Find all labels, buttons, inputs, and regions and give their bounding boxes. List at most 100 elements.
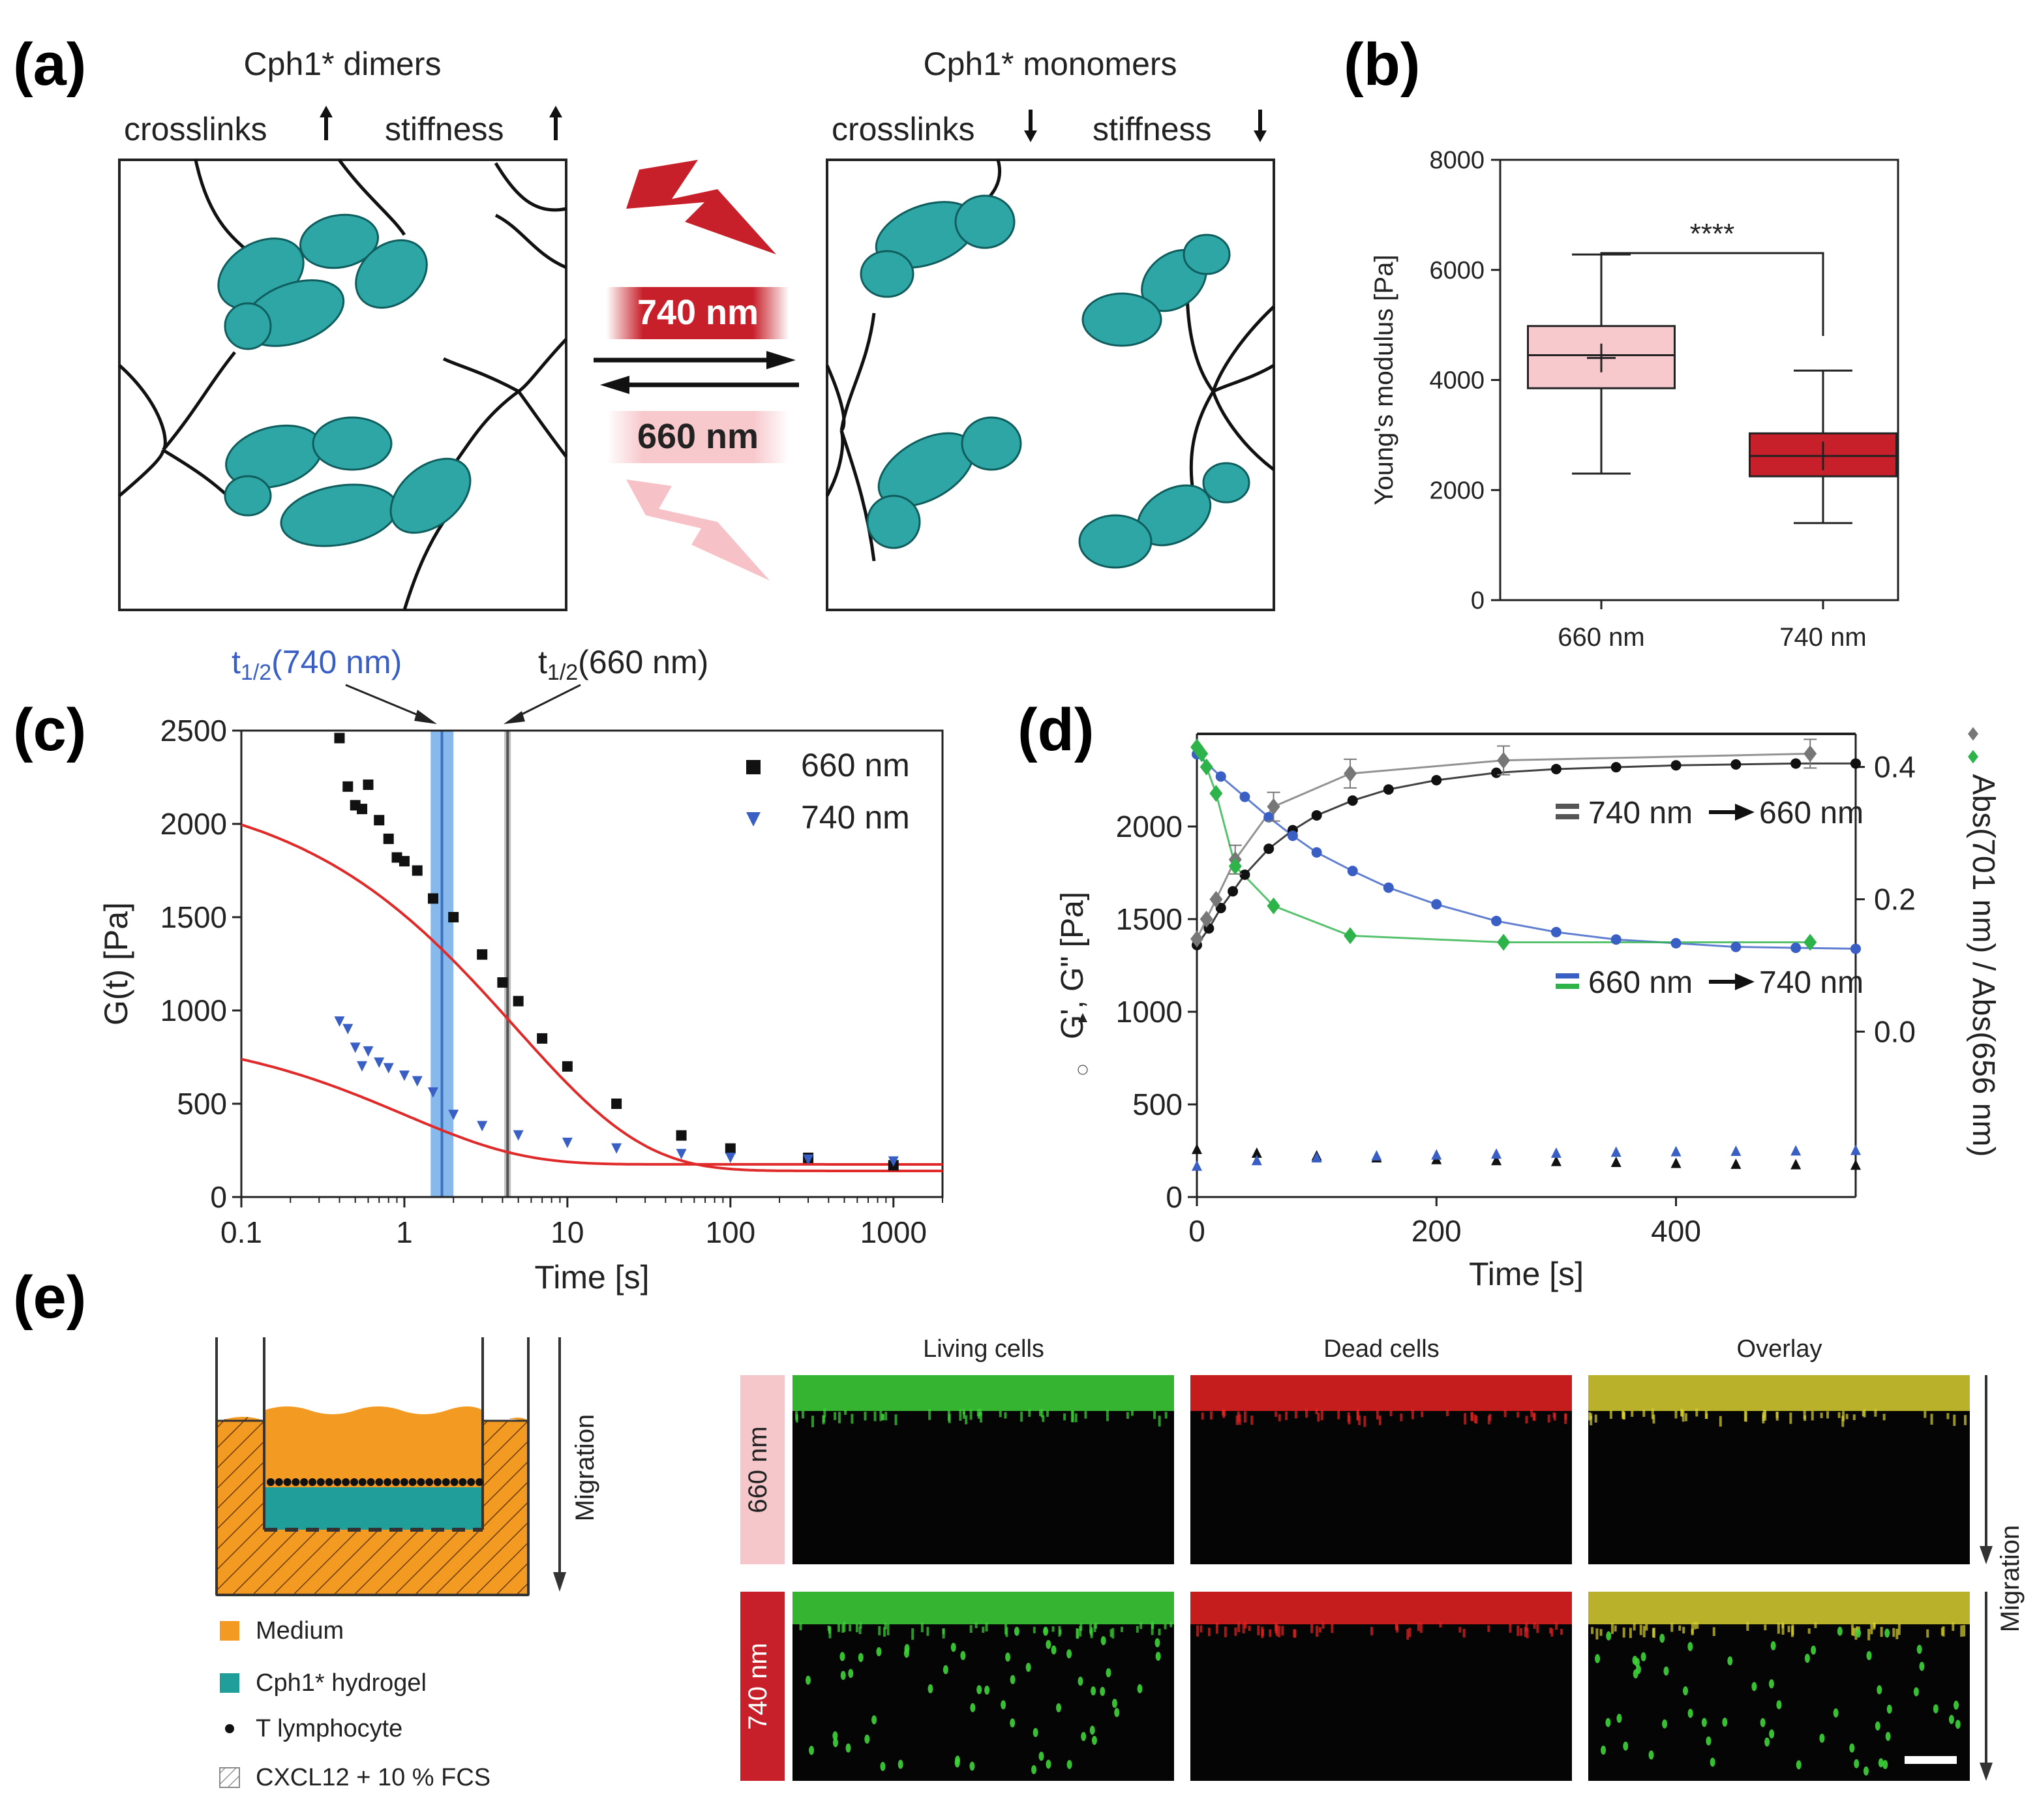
cell-streak	[1285, 1411, 1288, 1420]
lymphocyte-dot	[342, 1478, 350, 1486]
y-tick-label: 0	[1166, 1180, 1183, 1214]
migrated-cell	[1811, 1645, 1817, 1655]
x-tick-label: 0	[1188, 1214, 1205, 1248]
cell-streak	[1222, 1410, 1226, 1416]
data-point	[383, 1063, 394, 1074]
migrated-cell	[1005, 1652, 1011, 1662]
migrated-cell	[1066, 1649, 1072, 1659]
cell-streak	[1084, 1411, 1087, 1419]
cell-streak	[883, 1627, 886, 1637]
significance-bracket	[1600, 252, 1824, 336]
data-point	[1209, 785, 1223, 802]
monomers-crosslinks-label: crosslinks	[832, 111, 974, 147]
data-point	[1790, 943, 1802, 954]
cell-streak	[1317, 1412, 1320, 1422]
data-point	[412, 1076, 423, 1087]
migrated-cell	[845, 1743, 851, 1753]
cell-streak	[1462, 1628, 1466, 1638]
legend-swatch	[1556, 814, 1579, 819]
y-tick-label: 1000	[1116, 995, 1183, 1029]
cell-streak	[1614, 1625, 1617, 1632]
cell-streak	[1777, 1622, 1780, 1634]
migrated-cell	[1056, 1703, 1062, 1712]
cell-streak	[911, 1628, 914, 1640]
y-tick-label: 2000	[1116, 810, 1183, 843]
data-point	[477, 1121, 488, 1132]
data-point	[1670, 760, 1682, 771]
migrated-cell	[1913, 1687, 1919, 1697]
panel-a-letter: (a)	[13, 31, 86, 98]
migrated-cell	[1031, 1765, 1037, 1774]
cell-streak	[969, 1625, 973, 1633]
cell-streak	[1293, 1629, 1297, 1638]
cell-streak	[1378, 1415, 1381, 1425]
data-point	[1239, 869, 1250, 880]
cell-streak	[1639, 1624, 1642, 1635]
lymphocyte-dot	[292, 1478, 300, 1486]
cell-streak	[1130, 1410, 1134, 1416]
cell-streak	[1321, 1622, 1325, 1629]
medium-swatch	[220, 1621, 239, 1641]
cell-streak	[1691, 1623, 1694, 1634]
light-740-label: 740 nm	[637, 293, 759, 332]
data-point	[1790, 1159, 1802, 1170]
cell-streak	[942, 1628, 945, 1639]
cell-streak	[969, 1409, 973, 1420]
x-tick-label: 660 nm	[1558, 623, 1644, 652]
data-point	[1550, 926, 1562, 937]
cell-streak	[1111, 1628, 1115, 1639]
cell-streak	[1215, 1622, 1218, 1634]
migrated-cell	[1001, 1700, 1006, 1710]
cell-streak	[858, 1627, 862, 1635]
row-660-tag	[740, 1375, 785, 1564]
cell-streak	[1004, 1412, 1007, 1419]
migration-arrow-right-icon	[1980, 1375, 1993, 1781]
cell-streak	[1781, 1624, 1785, 1635]
column-overlay: Overlay	[1737, 1335, 1822, 1363]
panel-e-letter: (e)	[13, 1264, 86, 1331]
data-point	[1267, 897, 1280, 915]
cell-streak	[1038, 1409, 1042, 1416]
cell-streak	[1151, 1624, 1154, 1635]
cell-streak	[1516, 1625, 1520, 1636]
lymphocyte-dot	[400, 1478, 408, 1486]
migrated-cell	[1687, 1708, 1693, 1718]
lymphocyte-dot	[375, 1478, 384, 1486]
red-lightning-icon	[626, 160, 776, 254]
cell-streak	[1439, 1622, 1442, 1628]
legend-hydrogel-label: Cph1* hydrogel	[256, 1669, 427, 1697]
migrated-cell	[876, 1647, 882, 1657]
cell-streak	[879, 1410, 883, 1421]
lymphocyte-dot	[467, 1478, 475, 1486]
cell-streak	[1243, 1411, 1246, 1423]
cell-streak	[1629, 1628, 1632, 1639]
migrated-cell	[943, 1665, 948, 1675]
cell-streak	[1746, 1622, 1749, 1631]
cell-streak	[1842, 1411, 1845, 1421]
cell-streak	[1389, 1410, 1393, 1416]
cell-streak	[1744, 1411, 1747, 1422]
migrated-cell	[1025, 1662, 1031, 1672]
migrated-cell	[1100, 1636, 1106, 1646]
migrated-cell	[1884, 1628, 1890, 1638]
migrated-cell	[1605, 1718, 1611, 1727]
cell-streak	[1533, 1622, 1536, 1630]
data-point	[1215, 771, 1226, 782]
cell-streak	[1631, 1410, 1634, 1417]
cell-streak	[1261, 1629, 1265, 1636]
legend-swatch	[1556, 973, 1579, 978]
cell-streak	[1684, 1413, 1687, 1421]
cell-streak	[1169, 1622, 1173, 1628]
migrated-cell	[1769, 1729, 1775, 1739]
y2-tick-label: 0.2	[1874, 883, 1916, 917]
surface-cell-layer	[1588, 1375, 1970, 1411]
data-point	[1550, 1155, 1562, 1166]
cell-streak	[1076, 1628, 1079, 1639]
light-660-badge	[607, 411, 789, 463]
migrated-cell	[1768, 1679, 1774, 1689]
cell-streak	[1509, 1624, 1512, 1633]
cell-streak	[828, 1626, 832, 1639]
lymphocyte-dot	[425, 1478, 434, 1486]
cell-streak	[1595, 1628, 1599, 1640]
cell-streak	[959, 1409, 962, 1421]
